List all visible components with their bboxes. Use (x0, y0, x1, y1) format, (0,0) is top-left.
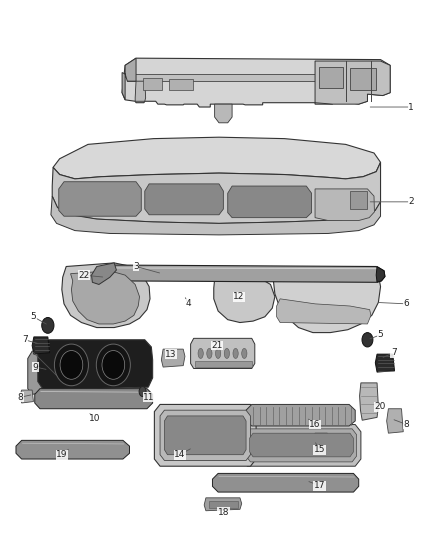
Ellipse shape (54, 344, 88, 386)
Polygon shape (52, 163, 381, 223)
Polygon shape (145, 184, 223, 215)
Ellipse shape (224, 349, 230, 359)
Text: 20: 20 (375, 402, 386, 411)
Polygon shape (164, 416, 246, 455)
Text: 7: 7 (22, 335, 28, 344)
Polygon shape (106, 265, 385, 282)
Text: 9: 9 (33, 362, 39, 372)
Polygon shape (242, 425, 361, 466)
Text: 16: 16 (309, 420, 321, 429)
Polygon shape (246, 405, 355, 426)
Text: 12: 12 (233, 292, 244, 301)
Text: 19: 19 (56, 450, 67, 459)
Text: 15: 15 (314, 445, 325, 454)
Text: 8: 8 (18, 393, 23, 402)
Polygon shape (53, 137, 381, 179)
Bar (319, 67, 343, 88)
Text: 6: 6 (404, 300, 410, 309)
Ellipse shape (207, 349, 212, 359)
Ellipse shape (362, 333, 373, 347)
Bar (127, 74, 385, 81)
Polygon shape (315, 189, 374, 221)
Ellipse shape (242, 349, 247, 359)
Polygon shape (191, 338, 255, 368)
Polygon shape (122, 58, 390, 107)
Polygon shape (161, 349, 185, 367)
Polygon shape (20, 390, 33, 403)
Ellipse shape (42, 318, 54, 333)
Polygon shape (246, 429, 357, 462)
Text: 2: 2 (408, 197, 414, 206)
Polygon shape (92, 263, 117, 285)
Polygon shape (375, 354, 395, 372)
Polygon shape (277, 299, 371, 324)
Ellipse shape (215, 349, 221, 359)
Polygon shape (32, 337, 49, 354)
Polygon shape (51, 196, 381, 235)
Polygon shape (313, 433, 329, 448)
Polygon shape (214, 277, 275, 322)
Text: 10: 10 (89, 414, 100, 423)
Polygon shape (71, 271, 140, 324)
Ellipse shape (60, 351, 83, 379)
Polygon shape (38, 340, 152, 390)
Polygon shape (59, 182, 141, 216)
Polygon shape (212, 473, 359, 492)
Text: 14: 14 (174, 450, 185, 459)
Polygon shape (135, 81, 146, 101)
Ellipse shape (233, 349, 238, 359)
Polygon shape (387, 409, 403, 433)
Bar (169, 79, 193, 91)
Text: 7: 7 (391, 348, 396, 357)
Polygon shape (62, 263, 150, 328)
Text: 5: 5 (31, 312, 36, 321)
Ellipse shape (198, 349, 203, 359)
Bar (350, 191, 367, 209)
Bar (209, 500, 238, 508)
Polygon shape (160, 410, 251, 461)
Polygon shape (360, 383, 378, 420)
Text: 3: 3 (133, 262, 139, 271)
Polygon shape (272, 268, 381, 333)
Bar (143, 78, 162, 91)
Text: 18: 18 (218, 508, 229, 516)
Polygon shape (28, 345, 63, 394)
Polygon shape (35, 389, 152, 409)
Polygon shape (376, 266, 385, 282)
Ellipse shape (96, 344, 131, 386)
Polygon shape (250, 433, 353, 457)
Polygon shape (16, 440, 130, 459)
Polygon shape (122, 58, 136, 100)
Text: 21: 21 (211, 341, 223, 350)
Text: 5: 5 (378, 330, 383, 339)
Polygon shape (204, 498, 242, 511)
Text: 17: 17 (314, 481, 325, 490)
Text: 4: 4 (186, 300, 191, 309)
Polygon shape (215, 104, 232, 123)
Bar (350, 68, 376, 91)
Bar (195, 361, 252, 367)
Polygon shape (315, 61, 390, 104)
Text: 22: 22 (78, 271, 89, 280)
Ellipse shape (102, 351, 125, 379)
Polygon shape (154, 405, 256, 466)
Ellipse shape (139, 386, 146, 397)
Polygon shape (228, 186, 311, 217)
Text: 1: 1 (408, 102, 414, 111)
Text: 11: 11 (143, 393, 155, 402)
Text: 8: 8 (404, 420, 410, 429)
Text: 13: 13 (165, 350, 177, 359)
